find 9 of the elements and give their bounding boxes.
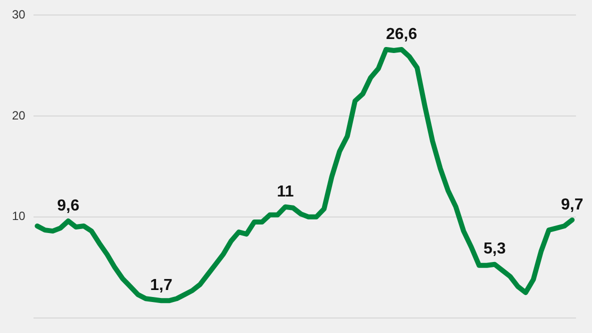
y-tick-label: 30 [12, 8, 26, 22]
y-tick-label: 20 [12, 108, 26, 122]
data-label: 26,6 [386, 26, 418, 43]
data-label: 9,6 [57, 197, 80, 214]
data-label: 11 [276, 183, 294, 200]
y-tick-label: 10 [12, 209, 26, 224]
data-label: 9,7 [561, 196, 584, 214]
data-label: 5,3 [483, 240, 506, 258]
data-label: 1,7 [150, 277, 172, 294]
